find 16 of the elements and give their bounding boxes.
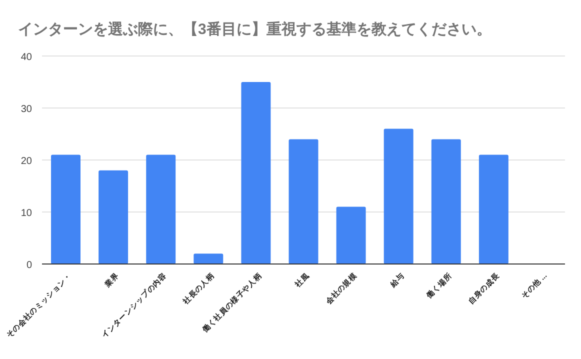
y-tick-label: 0	[26, 260, 32, 271]
bar	[478, 154, 508, 264]
y-tick-label: 40	[20, 52, 32, 63]
bar	[288, 139, 318, 264]
bar	[431, 139, 461, 264]
bar	[98, 170, 128, 264]
bar	[194, 254, 224, 264]
bar	[241, 82, 271, 264]
chart-title: インターンを選ぶ際に、【3番目に】重視する基準を教えてください。	[18, 21, 492, 38]
y-tick-label: 30	[20, 104, 32, 115]
bar	[384, 128, 414, 264]
y-tick-label: 10	[20, 208, 32, 219]
bar	[146, 154, 176, 264]
bar	[336, 206, 366, 264]
bar	[51, 154, 81, 264]
y-tick-label: 20	[20, 156, 32, 167]
